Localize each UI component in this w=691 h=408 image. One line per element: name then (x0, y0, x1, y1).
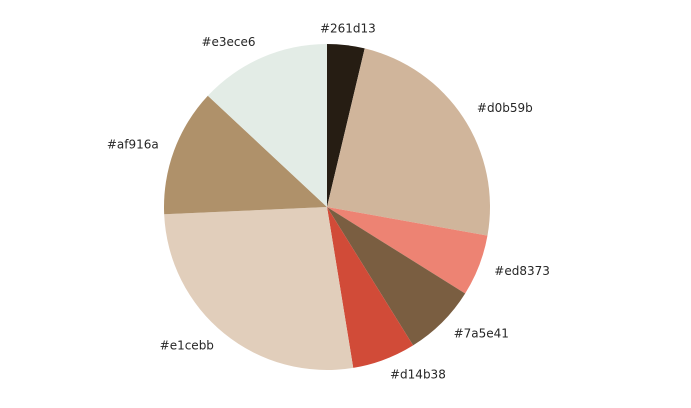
pie-slice (327, 207, 466, 346)
pie-slice-label: #d14b38 (390, 367, 446, 381)
pie-slice-label: #7a5e41 (454, 326, 509, 340)
pie-slice (164, 207, 354, 371)
pie-slice (327, 207, 488, 294)
slices-layer (163, 43, 491, 371)
pie-slice-label: #ed8373 (494, 264, 550, 278)
pie-slice (327, 207, 414, 368)
pie-slice-label: #e1cebb (160, 339, 214, 353)
pie-slice-label: #d0b59b (477, 101, 533, 115)
labels-layer: #261d13 #d0b59b #ed8373 #7a5e41 #d14b38 #e1ce… (107, 21, 550, 381)
pie-slice (327, 48, 491, 236)
pie-slice (327, 44, 365, 207)
pie-slice-label: #261d13 (320, 21, 376, 35)
pie-slice (207, 43, 327, 207)
pie-slice-label: #af916a (107, 138, 159, 152)
pie-slice (163, 95, 327, 215)
pie-slice-label: #e3ece6 (201, 35, 255, 49)
